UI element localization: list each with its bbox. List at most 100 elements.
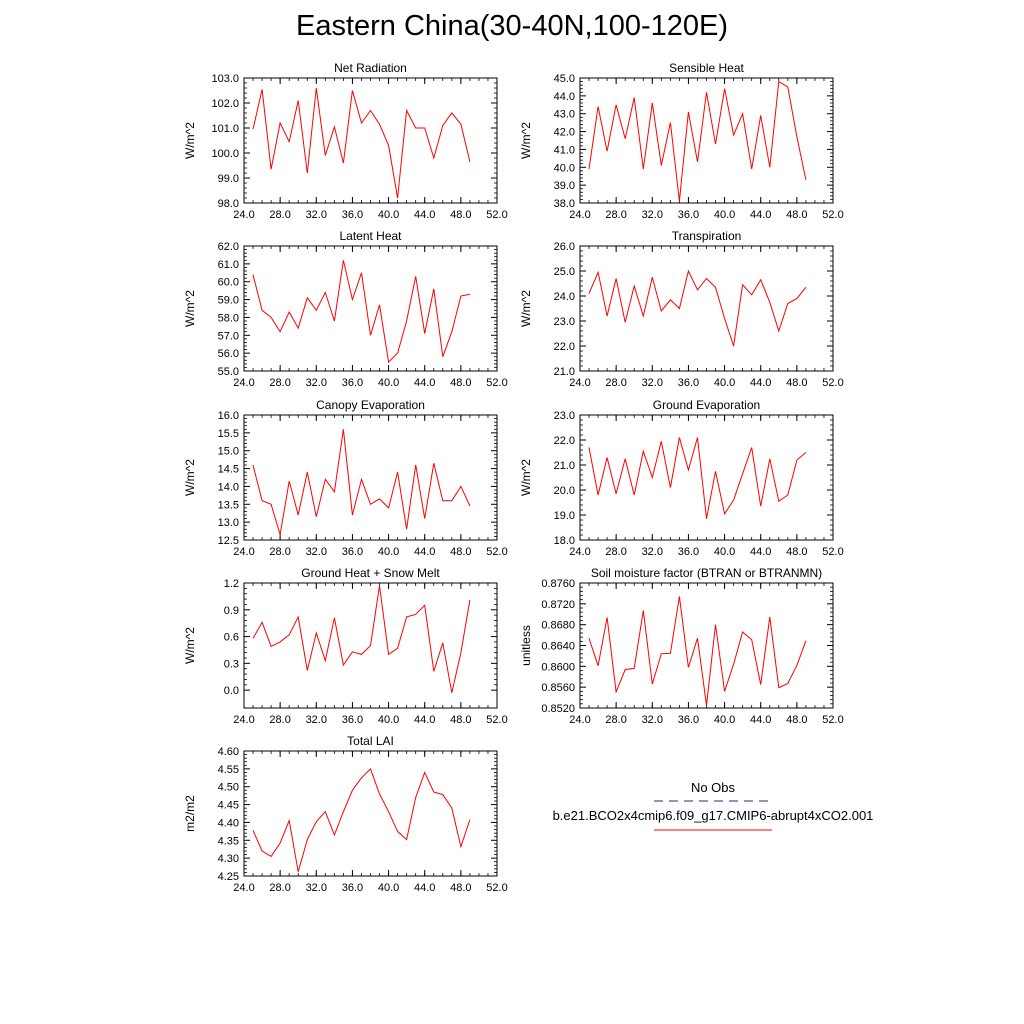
- y-axis-label: W/m^2: [183, 290, 197, 327]
- x-tick-label: 40.0: [714, 209, 735, 221]
- y-axis-label: W/m^2: [519, 459, 533, 496]
- x-tick-label: 28.0: [269, 377, 290, 389]
- panel-title: Latent Heat: [339, 229, 402, 243]
- x-tick-label: 32.0: [306, 209, 327, 221]
- x-tick-label: 24.0: [233, 377, 254, 389]
- y-tick-label: 19.0: [554, 510, 575, 522]
- x-tick-label: 28.0: [605, 546, 626, 558]
- x-tick-label: 48.0: [786, 209, 807, 221]
- y-axis-label: W/m^2: [519, 290, 533, 327]
- panel-soil-moisture-factor-btran-or-btranmn: 24.0 28.0 32.0 36.0 40.0 44.0 48.0 52.0 0.8520 0.…: [519, 566, 844, 726]
- y-tick-label: 25.0: [554, 266, 575, 278]
- y-tick-label: 4.60: [218, 746, 239, 758]
- y-tick-label: 55.0: [218, 366, 239, 378]
- y-tick-label: 0.8720: [541, 599, 575, 611]
- y-tick-label: 102.0: [211, 98, 239, 110]
- y-tick-label: 23.0: [554, 410, 575, 422]
- x-tick-label: 36.0: [678, 714, 699, 726]
- y-tick-label: 4.35: [218, 835, 239, 847]
- x-tick-label: 40.0: [378, 546, 399, 558]
- y-tick-label: 45.0: [554, 73, 575, 85]
- y-axis-label: W/m^2: [519, 122, 533, 159]
- panel-title: Canopy Evaporation: [316, 398, 425, 412]
- x-tick-label: 44.0: [750, 546, 771, 558]
- legend-model-label: b.e21.BCO2x4cmip6.f09_g17.CMIP6-abrupt4x…: [553, 808, 874, 823]
- x-tick-label: 32.0: [306, 882, 327, 894]
- y-tick-label: 0.6: [224, 632, 239, 644]
- plot-frame: [579, 582, 834, 709]
- x-tick-label: 48.0: [450, 546, 471, 558]
- x-tick-label: 52.0: [486, 546, 507, 558]
- plot-frame: [243, 245, 498, 372]
- y-tick-label: 21.0: [554, 366, 575, 378]
- series-line: [588, 596, 807, 706]
- x-tick-label: 36.0: [342, 546, 363, 558]
- y-tick-label: 4.55: [218, 764, 239, 776]
- y-tick-label: 12.5: [218, 535, 239, 547]
- y-tick-label: 14.5: [218, 464, 239, 476]
- y-tick-label: 103.0: [211, 73, 239, 85]
- y-tick-label: 62.0: [218, 241, 239, 253]
- y-tick-label: 99.0: [218, 173, 239, 185]
- y-tick-label: 40.0: [554, 162, 575, 174]
- x-tick-label: 32.0: [642, 209, 663, 221]
- x-tick-label: 28.0: [269, 209, 290, 221]
- x-tick-label: 36.0: [678, 546, 699, 558]
- y-tick-label: 60.0: [218, 277, 239, 289]
- x-tick-label: 52.0: [822, 546, 843, 558]
- x-tick-label: 52.0: [486, 882, 507, 894]
- y-tick-label: 26.0: [554, 241, 575, 253]
- x-tick-label: 32.0: [642, 546, 663, 558]
- y-tick-label: 57.0: [218, 330, 239, 342]
- y-axis-label: m2/m2: [183, 795, 197, 832]
- plot-frame: [579, 77, 834, 204]
- y-tick-label: 39.0: [554, 180, 575, 192]
- x-tick-label: 44.0: [750, 209, 771, 221]
- x-tick-label: 28.0: [269, 882, 290, 894]
- y-tick-label: 4.30: [218, 853, 239, 865]
- y-tick-label: 101.0: [211, 123, 239, 135]
- y-axis-label: unitless: [519, 625, 533, 666]
- y-tick-label: 0.8680: [541, 620, 575, 632]
- x-tick-label: 32.0: [306, 714, 327, 726]
- y-tick-label: 58.0: [218, 312, 239, 324]
- x-tick-label: 40.0: [714, 377, 735, 389]
- x-tick-label: 52.0: [486, 377, 507, 389]
- y-tick-label: 16.0: [218, 410, 239, 422]
- y-tick-label: 0.8520: [541, 703, 575, 715]
- x-tick-label: 32.0: [642, 714, 663, 726]
- y-tick-label: 15.0: [218, 446, 239, 458]
- panel-title: Ground Evaporation: [653, 398, 760, 412]
- panel-latent-heat: 24.0 28.0 32.0 36.0 40.0 44.0 48.0 52.0 55.0 56.0…: [183, 229, 508, 389]
- series-line: [252, 429, 471, 535]
- plot-frame: [579, 245, 834, 372]
- x-tick-label: 24.0: [233, 714, 254, 726]
- panel-title: Total LAI: [347, 734, 394, 748]
- y-tick-label: 61.0: [218, 259, 239, 271]
- panel-title: Transpiration: [672, 229, 742, 243]
- x-tick-label: 36.0: [342, 714, 363, 726]
- panel-ground-heat-snow-melt: 24.0 28.0 32.0 36.0 40.0 44.0 48.0 52.0 0.0 0.3 0.…: [183, 566, 508, 726]
- x-tick-label: 28.0: [605, 714, 626, 726]
- y-axis-label: W/m^2: [183, 459, 197, 496]
- x-tick-label: 52.0: [822, 209, 843, 221]
- panel-canopy-evaporation: 24.0 28.0 32.0 36.0 40.0 44.0 48.0 52.0 12.5 13.0…: [183, 398, 508, 558]
- y-tick-label: 21.0: [554, 460, 575, 472]
- y-tick-label: 22.0: [554, 435, 575, 447]
- y-tick-label: 20.0: [554, 485, 575, 497]
- y-tick-label: 13.5: [218, 499, 239, 511]
- x-tick-label: 52.0: [486, 714, 507, 726]
- x-tick-label: 40.0: [378, 377, 399, 389]
- y-tick-label: 24.0: [554, 291, 575, 303]
- x-tick-label: 44.0: [414, 209, 435, 221]
- x-tick-label: 28.0: [269, 714, 290, 726]
- x-tick-label: 48.0: [786, 546, 807, 558]
- x-tick-label: 44.0: [414, 714, 435, 726]
- plot-frame: [243, 77, 498, 204]
- x-tick-label: 36.0: [342, 882, 363, 894]
- y-tick-label: 0.8640: [541, 641, 575, 653]
- x-tick-label: 40.0: [378, 714, 399, 726]
- x-tick-label: 40.0: [714, 546, 735, 558]
- x-tick-label: 36.0: [678, 209, 699, 221]
- y-tick-label: 4.40: [218, 817, 239, 829]
